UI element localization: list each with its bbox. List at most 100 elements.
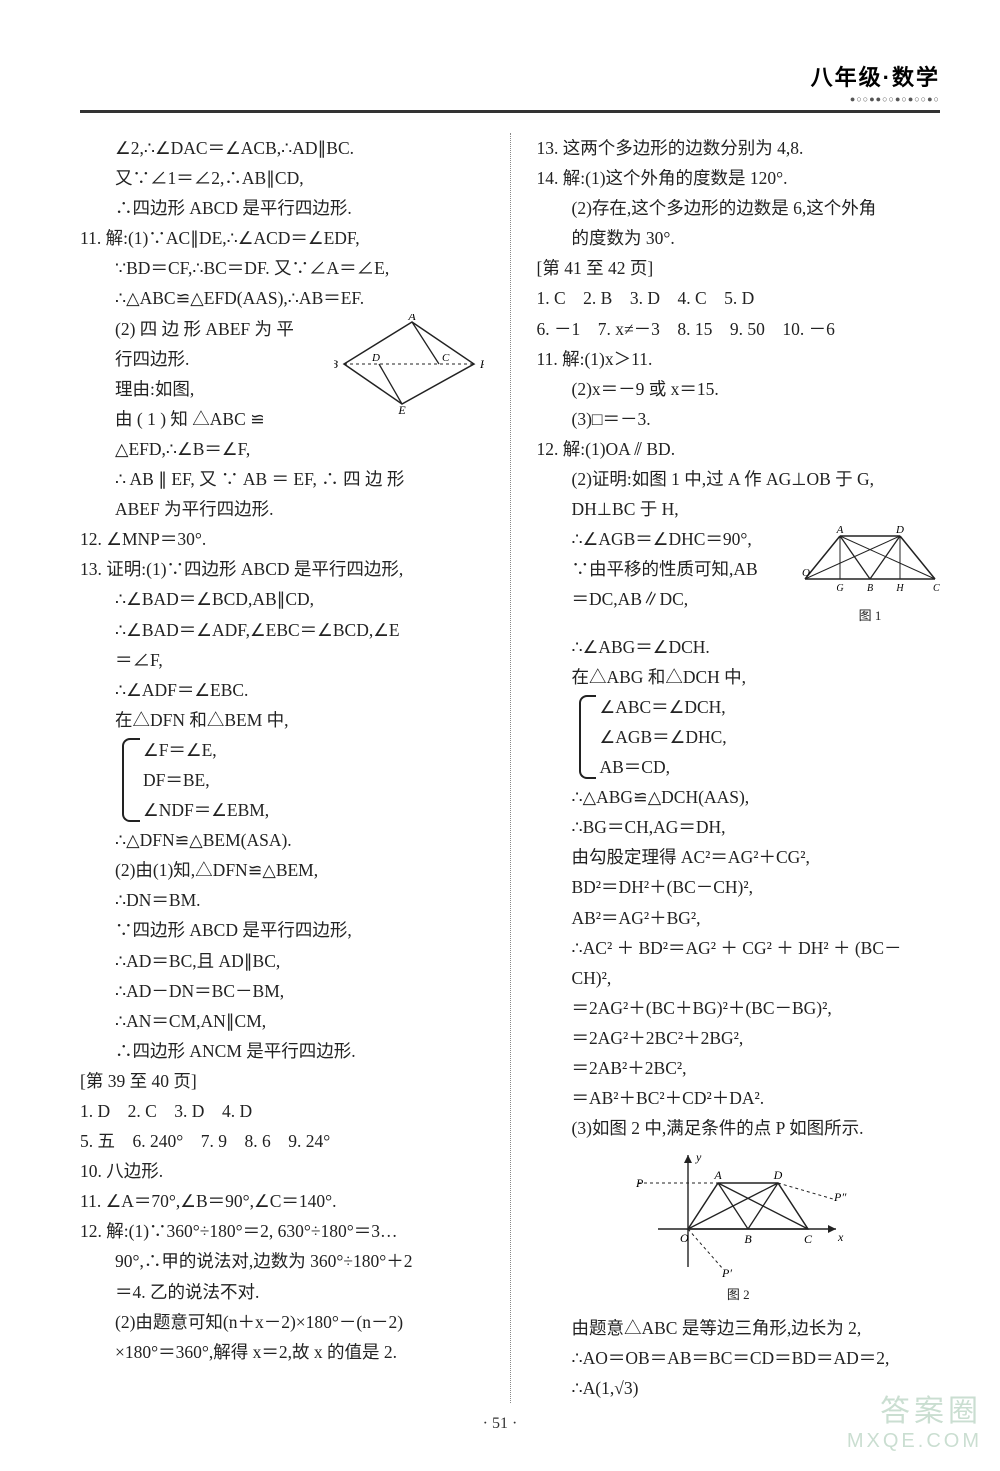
- svg-text:P′: P′: [721, 1266, 732, 1279]
- text-line: ＝∠F,: [80, 645, 484, 675]
- brace-group-1: ∠F＝∠E, DF＝BE, ∠NDF＝∠EBM,: [80, 735, 484, 825]
- svg-text:D: D: [895, 524, 904, 536]
- text-line: 11. 解:(1)∵AC∥DE,∴∠ACD＝∠EDF,: [80, 223, 484, 253]
- figure-1-block: O A D G B H C 图 1 ∴∠AGB＝∠DHC＝90°, ∵由平移的性…: [537, 524, 941, 631]
- text-line: ＝AB²＋BC²＋CD²＋DA².: [537, 1083, 941, 1113]
- text-line: DH⊥BC 于 H,: [537, 494, 941, 524]
- answer-line: 12. 解:(1)OA ⫽ BD.: [537, 434, 941, 464]
- answer-line: 1. C 2. B 3. D 4. C 5. D: [537, 283, 941, 313]
- text-line: ∴DN＝BM.: [80, 885, 484, 915]
- text-line: ∴四边形 ABCD 是平行四边形.: [80, 193, 484, 223]
- figure-1-label: 图 1: [800, 605, 940, 627]
- section-header-41: [第 41 至 42 页]: [537, 253, 941, 283]
- brace-line: ∠NDF＝∠EBM,: [143, 795, 484, 825]
- text-line: ∴ AB ∥ EF, 又 ∵ AB ＝ EF, ∴ 四 边 形: [80, 464, 484, 494]
- answer-line: ＝4. 乙的说法不对.: [80, 1277, 484, 1307]
- brace-group-2: ∠ABC＝∠DCH, ∠AGB＝∠DHC, AB＝CD,: [537, 692, 941, 782]
- text-line: ∴∠BAD＝∠ADF,∠EBC＝∠BCD,∠E: [80, 615, 484, 645]
- text-line: 又∵∠1＝∠2,∴AB∥CD,: [80, 163, 484, 193]
- text-line: 在△ABG 和△DCH 中,: [537, 662, 941, 692]
- text-line: ∴AO＝OB＝AB＝BC＝CD＝BD＝AD＝2,: [537, 1343, 941, 1373]
- page-header: 八年级·数学 ●○○●●○○●○●○○●○: [80, 60, 940, 113]
- text-line: (2)由(1)知,△DFN≌△BEM,: [80, 855, 484, 885]
- svg-text:P″: P″: [833, 1190, 847, 1204]
- answer-line: 6. －1 7. x≠－3 8. 15 9. 50 10. －6: [537, 314, 941, 344]
- header-title: 八年级·数学: [80, 60, 940, 92]
- left-column: ∠2,∴∠DAC＝∠ACB,∴AD∥BC. 又∵∠1＝∠2,∴AB∥CD, ∴四…: [80, 133, 484, 1403]
- watermark: 答案圈 MXQE.COM: [847, 1386, 982, 1453]
- text-line: 14. 解:(1)这个外角的度数是 120°.: [537, 163, 941, 193]
- svg-text:G: G: [836, 583, 843, 594]
- content-columns: ∠2,∴∠DAC＝∠ACB,∴AD∥BC. 又∵∠1＝∠2,∴AB∥CD, ∴四…: [80, 133, 940, 1403]
- text-line: CH)²,: [537, 963, 941, 993]
- text-line: ∠2,∴∠DAC＝∠ACB,∴AD∥BC.: [80, 133, 484, 163]
- svg-text:O: O: [680, 1231, 689, 1245]
- text-line: ∵四边形 ABCD 是平行四边形,: [80, 915, 484, 945]
- svg-text:H: H: [895, 583, 904, 594]
- svg-text:B: B: [867, 583, 873, 594]
- answer-line: 90°,∴甲的说法对,边数为 360°÷180°＋2: [80, 1246, 484, 1276]
- text-line: ∴∠ABG＝∠DCH.: [537, 632, 941, 662]
- svg-text:C: C: [933, 583, 940, 594]
- text-line: BD²＝DH²＋(BC－CH)²,: [537, 872, 941, 902]
- svg-text:O: O: [802, 567, 810, 579]
- text-line: (2)存在,这个多边形的边数是 6,这个外角: [537, 193, 941, 223]
- column-divider: [510, 133, 511, 1403]
- brace-line: ∠ABC＝∠DCH,: [600, 692, 941, 722]
- text-line: ＝2AG²＋2BC²＋2BG²,: [537, 1023, 941, 1053]
- text-line: 13. 证明:(1)∵四边形 ABCD 是平行四边形,: [80, 554, 484, 584]
- text-line: △EFD,∴∠B＝∠F,: [80, 434, 484, 464]
- text-line: ∴四边形 ANCM 是平行四边形.: [80, 1036, 484, 1066]
- text-line: ∴△DFN≌△BEM(ASA).: [80, 825, 484, 855]
- geometry-figure-abef: A B F E C D: [334, 314, 484, 414]
- geometry-figure-1: O A D G B H C: [800, 524, 940, 594]
- text-line: ∴AD－DN＝BC－BM,: [80, 976, 484, 1006]
- svg-text:A: A: [714, 1168, 723, 1182]
- text-line: 在△DFN 和△BEM 中,: [80, 705, 484, 735]
- text-line: ∵BD＝CF,∴BC＝DF. 又∵∠A＝∠E,: [80, 253, 484, 283]
- svg-text:B: B: [334, 357, 339, 371]
- text-line: ∴△ABC≌△EFD(AAS),∴AB＝EF.: [80, 283, 484, 313]
- figure-2-label: 图 2: [537, 1284, 941, 1306]
- answer-line: (2)由题意可知(n＋x－2)×180°－(n－2): [80, 1307, 484, 1337]
- answer-line: ×180°＝360°,解得 x＝2,故 x 的值是 2.: [80, 1337, 484, 1367]
- answer-line: 11. 解:(1)x＞11.: [537, 344, 941, 374]
- svg-text:P: P: [635, 1176, 644, 1190]
- figure-abef-block: A B F E C D (2) 四 边 形 ABEF 为 平 行四边形. 理由:…: [80, 314, 484, 434]
- watermark-text-top: 答案圈: [847, 1386, 982, 1430]
- svg-text:A: A: [407, 314, 416, 323]
- text-line: (2)证明:如图 1 中,过 A 作 AG⊥OB 于 G,: [537, 464, 941, 494]
- text-line: ∴∠BAD＝∠BCD,AB∥CD,: [80, 584, 484, 614]
- svg-text:A: A: [836, 524, 844, 536]
- svg-text:x: x: [837, 1230, 844, 1244]
- svg-text:B: B: [745, 1232, 753, 1246]
- text-line: ∴AN＝CM,AN∥CM,: [80, 1006, 484, 1036]
- brace-line: AB＝CD,: [600, 752, 941, 782]
- text-line: 12. ∠MNP＝30°.: [80, 524, 484, 554]
- svg-text:D: D: [773, 1168, 783, 1182]
- text-line: ＝2AB²＋2BC²,: [537, 1053, 941, 1083]
- text-line: 由题意△ABC 是等边三角形,边长为 2,: [537, 1313, 941, 1343]
- text-line: ∴AD＝BC,且 AD∥BC,: [80, 946, 484, 976]
- answer-line: (2)x＝－9 或 x＝15.: [537, 374, 941, 404]
- text-line: ∴△ABG≌△DCH(AAS),: [537, 782, 941, 812]
- text-line: ∴BG＝CH,AG＝DH,: [537, 812, 941, 842]
- page: 八年级·数学 ●○○●●○○●○●○○●○ ∠2,∴∠DAC＝∠ACB,∴AD∥…: [0, 0, 1000, 1471]
- text-line: ∴∠ADF＝∠EBC.: [80, 675, 484, 705]
- geometry-figure-2: O A D B C P P″ P′ y x: [628, 1149, 848, 1279]
- answer-line: 12. 解:(1)∵360°÷180°＝2, 630°÷180°＝3…: [80, 1216, 484, 1246]
- text-line: ＝2AG²＋(BC＋BG)²＋(BC－BG)²,: [537, 993, 941, 1023]
- svg-text:C: C: [804, 1232, 813, 1246]
- answer-line: (3)□＝－3.: [537, 404, 941, 434]
- text-line: 的度数为 30°.: [537, 223, 941, 253]
- brace-line: ∠F＝∠E,: [143, 735, 484, 765]
- text-line: 13. 这两个多边形的边数分别为 4,8.: [537, 133, 941, 163]
- svg-text:F: F: [479, 357, 484, 371]
- brace-line: ∠AGB＝∠DHC,: [600, 722, 941, 752]
- geometry-figure-1-container: O A D G B H C 图 1: [800, 524, 940, 627]
- svg-text:D: D: [371, 352, 380, 364]
- answer-line: 5. 五 6. 240° 7. 9 8. 6 9. 24°: [80, 1126, 484, 1156]
- text-line: ABEF 为平行四边形.: [80, 494, 484, 524]
- svg-text:E: E: [397, 403, 406, 414]
- text-line: 由勾股定理得 AC²＝AG²＋CG²,: [537, 842, 941, 872]
